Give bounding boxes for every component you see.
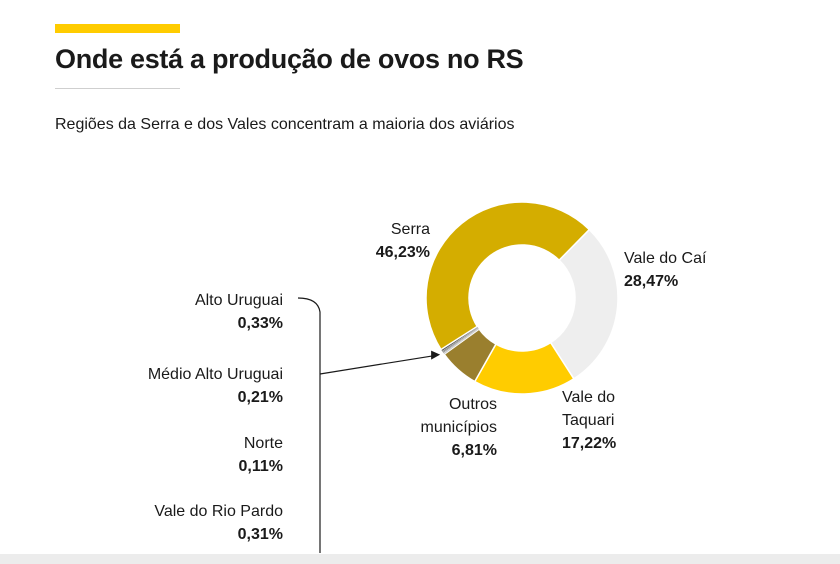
value-alto-uruguai: 0,33% [238, 315, 283, 332]
label-norte: Norte [244, 435, 283, 452]
callout-bracket [297, 297, 321, 553]
footer-strip [0, 554, 840, 564]
value-vale-do-cai: 28,47% [624, 273, 678, 290]
label-outros-municipios-1: municípios [421, 419, 497, 436]
label-alto-uruguai: Alto Uruguai [195, 292, 283, 309]
value-vale-do-taquari: 17,22% [562, 435, 616, 452]
label-outros-municipios-0: Outros [449, 396, 497, 413]
label-vale-do-rio-pardo: Vale do Rio Pardo [154, 503, 283, 520]
label-vale-do-taquari-1: Taquari [562, 412, 614, 429]
label-vale-do-cai: Vale do Caí [624, 250, 707, 267]
callout-arrow-line [319, 355, 435, 375]
callout-arrowhead [431, 350, 441, 360]
title-divider [55, 88, 180, 89]
value-outros-municipios: 6,81% [452, 442, 497, 459]
label-medio-alto-uruguai: Médio Alto Uruguai [148, 366, 283, 383]
label-vale-do-taquari-0: Vale do [562, 389, 615, 406]
value-norte: 0,11% [239, 458, 283, 475]
value-vale-do-rio-pardo: 0,31% [238, 526, 283, 543]
chart-subtitle: Regiões da Serra e dos Vales concentram … [55, 116, 515, 133]
value-serra: 46,23% [376, 244, 430, 261]
slice-vale-do-cai [549, 228, 619, 380]
accent-bar [55, 24, 180, 33]
slice-serra [425, 201, 591, 351]
chart-title: Onde está a produção de ovos no RS [55, 44, 524, 74]
label-serra: Serra [391, 221, 430, 238]
value-medio-alto-uruguai: 0,21% [238, 389, 283, 406]
